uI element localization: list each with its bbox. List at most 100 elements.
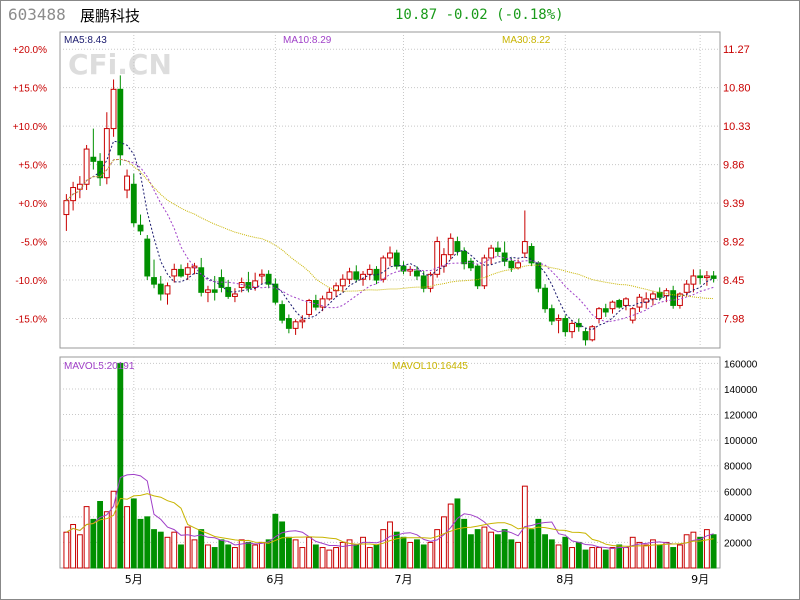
ma30-legend: MA30:8.22 <box>502 35 551 46</box>
candle-body <box>285 318 292 329</box>
volume-bar <box>76 534 83 569</box>
volume-bar <box>616 544 623 569</box>
candle-body <box>582 331 589 341</box>
candle-body <box>130 183 137 224</box>
mavol5-legend: MAVOL5:20191 <box>64 361 135 372</box>
volume-bar <box>602 549 609 569</box>
ma10-line <box>66 158 714 323</box>
volume-bar <box>218 539 225 569</box>
mavol10-legend: MAVOL10:16445 <box>392 361 468 372</box>
volume-bar <box>110 490 117 569</box>
volume-tick-label: 140000 <box>724 385 758 396</box>
price-plot-frame <box>59 31 721 349</box>
candle-body <box>602 308 609 313</box>
volume-bar <box>400 536 407 569</box>
month-label: 5月 <box>125 573 143 586</box>
candle-body <box>461 250 468 265</box>
volume-tick-label: 60000 <box>724 487 752 498</box>
stock-code: 603488 <box>8 5 66 24</box>
candle-body <box>333 285 339 292</box>
candle-body <box>117 88 124 156</box>
volume-tick-label: 100000 <box>724 436 758 447</box>
price-tick-label: 9.86 <box>723 160 744 172</box>
volume-bar <box>157 531 164 569</box>
volume-bar <box>420 544 427 569</box>
candle-body <box>83 148 90 185</box>
volume-bar <box>70 524 77 569</box>
candle-body <box>710 275 717 279</box>
volume-bar <box>623 547 629 569</box>
volume-bar <box>467 534 474 569</box>
candle-body <box>528 245 535 264</box>
candle-body <box>90 156 97 162</box>
volume-bar <box>151 529 157 569</box>
candle-body <box>703 275 710 279</box>
volume-bar <box>488 531 495 569</box>
candle-body <box>494 247 501 252</box>
volume-bar <box>501 529 508 569</box>
volume-bar <box>380 529 387 569</box>
price-tick-label: 9.39 <box>723 198 744 210</box>
candle-body <box>569 322 575 333</box>
volume-bar <box>265 539 272 569</box>
volume-bar <box>130 498 137 569</box>
volume-bar <box>339 541 346 569</box>
candle-body <box>380 257 387 280</box>
volume-bar <box>83 506 90 569</box>
month-label: 8月 <box>556 573 574 586</box>
candle-body <box>488 247 495 259</box>
candle-body <box>454 241 461 252</box>
candle-body <box>63 200 70 216</box>
ma30-line <box>66 158 714 300</box>
candle-body <box>670 290 677 306</box>
volume-bar <box>663 541 670 569</box>
candle-body <box>353 271 360 280</box>
price-change: 10.87 -0.02 (-0.18%) <box>395 7 564 23</box>
volume-bar <box>690 531 697 569</box>
volume-bar <box>184 526 191 569</box>
candle-body <box>420 275 427 289</box>
volume-bar <box>636 541 643 569</box>
volume-panel: 160000 140000 120000 100000 80000 60000 40000 2… <box>59 356 758 586</box>
volume-bar <box>124 506 130 569</box>
volume-bar <box>508 539 515 569</box>
candle-body <box>299 319 306 323</box>
volume-bar <box>279 521 286 569</box>
candle-body <box>205 289 211 293</box>
pct-tick-label: +20.0% <box>13 45 47 56</box>
volume-bar <box>650 539 656 569</box>
volume-bar <box>366 547 373 569</box>
price-tick-label: 10.80 <box>723 83 751 95</box>
ma10-legend: MA10:8.29 <box>283 35 332 46</box>
volume-bar <box>670 547 677 569</box>
candle-body <box>623 298 629 306</box>
mavol5-line <box>66 473 714 550</box>
candle-body <box>501 252 508 262</box>
candle-body <box>548 308 555 322</box>
volume-bar <box>703 529 710 569</box>
volume-bar <box>575 541 582 569</box>
candle-body <box>441 254 447 267</box>
candle-body <box>252 280 259 288</box>
volume-bar <box>117 362 124 569</box>
volume-bar <box>346 539 353 569</box>
price-tick-label: 11.27 <box>723 44 750 56</box>
volume-bar <box>609 547 616 569</box>
volume-bar <box>434 529 441 569</box>
candle-body <box>103 128 110 179</box>
volume-bar <box>589 547 596 569</box>
candle-body <box>171 268 178 277</box>
pct-tick-label: +10.0% <box>13 122 47 133</box>
candle-body <box>366 268 373 275</box>
volume-bar <box>542 534 548 569</box>
candle-body <box>447 237 454 256</box>
candle-body <box>650 293 656 300</box>
candle-body <box>110 88 117 130</box>
candle-body <box>515 262 522 269</box>
pct-tick-label: -5.0% <box>21 238 47 249</box>
month-label: 9月 <box>691 573 709 586</box>
volume-bar <box>164 536 171 569</box>
volume-bar <box>238 539 245 569</box>
pct-tick-label: -10.0% <box>15 276 47 287</box>
volume-bar <box>548 539 555 569</box>
